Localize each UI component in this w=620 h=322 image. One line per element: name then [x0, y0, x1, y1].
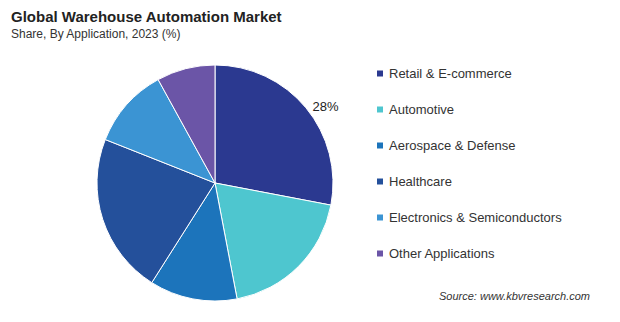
svg-text:28%: 28% [312, 99, 338, 114]
svg-text:Source: www.kbvresearch.com: Source: www.kbvresearch.com [439, 290, 590, 302]
svg-text:Automotive: Automotive [389, 102, 454, 117]
svg-text:Electronics & Semiconductors: Electronics & Semiconductors [389, 210, 562, 225]
svg-text:Healthcare: Healthcare [389, 174, 452, 189]
svg-text:Other Applications: Other Applications [389, 246, 495, 261]
svg-text:Share, By Application, 2023 (%: Share, By Application, 2023 (%) [11, 27, 180, 41]
svg-text:Global Warehouse Automation Ma: Global Warehouse Automation Market [11, 8, 282, 25]
svg-text:Retail & E-commerce: Retail & E-commerce [389, 66, 512, 81]
svg-text:Aerospace & Defense: Aerospace & Defense [389, 138, 515, 153]
